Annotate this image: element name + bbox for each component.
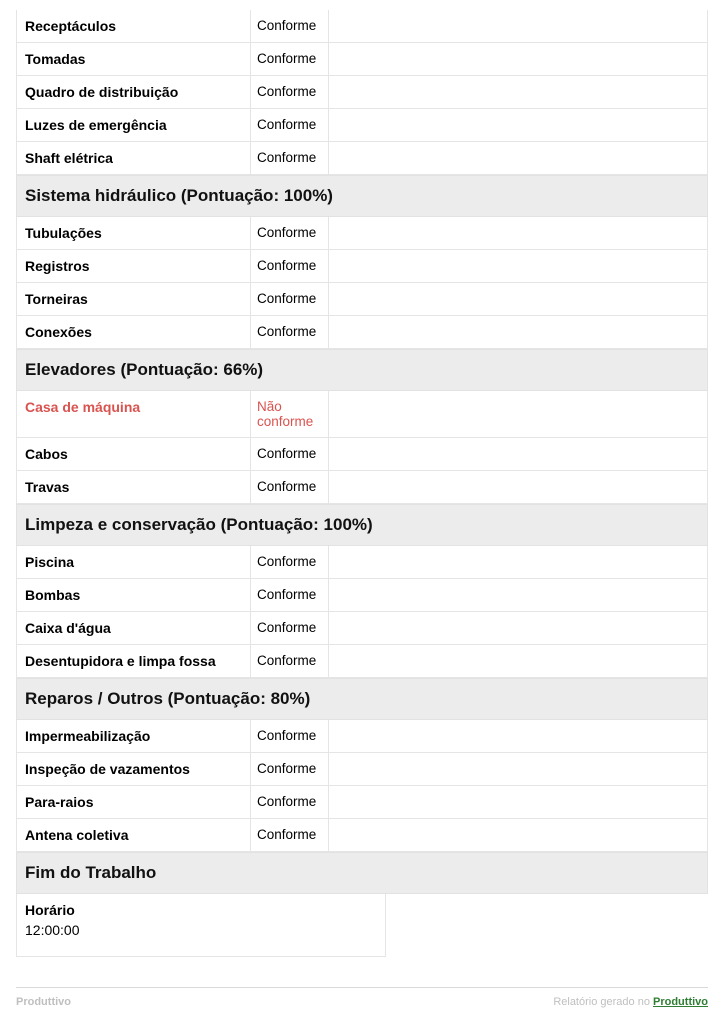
row-label: Piscina	[16, 546, 251, 578]
row-rest	[329, 391, 708, 437]
report-body: ReceptáculosConformeTomadasConformeQuadr…	[16, 10, 708, 957]
row-rest	[329, 109, 708, 141]
table-row: PiscinaConforme	[16, 546, 708, 579]
table-row: Para-raiosConforme	[16, 786, 708, 819]
section: Elevadores (Pontuação: 66%)Casa de máqui…	[16, 349, 708, 504]
row-rest	[329, 142, 708, 174]
table-row: CabosConforme	[16, 438, 708, 471]
section-header: Elevadores (Pontuação: 66%)	[16, 349, 708, 391]
table-row: Inspeção de vazamentosConforme	[16, 753, 708, 786]
footer-link[interactable]: Produttivo	[653, 996, 708, 1008]
section-header: Sistema hidráulico (Pontuação: 100%)	[16, 175, 708, 217]
row-label: Desentupidora e limpa fossa	[16, 645, 251, 677]
row-rest	[329, 786, 708, 818]
row-rest	[329, 612, 708, 644]
table-row: TravasConforme	[16, 471, 708, 504]
table-row: TomadasConforme	[16, 43, 708, 76]
table-row: TubulaçõesConforme	[16, 217, 708, 250]
table-row: Caixa d'águaConforme	[16, 612, 708, 645]
row-status: Conforme	[251, 316, 329, 348]
row-status: Conforme	[251, 438, 329, 470]
table-row: Desentupidora e limpa fossaConforme	[16, 645, 708, 678]
row-label: Torneiras	[16, 283, 251, 315]
row-rest	[329, 720, 708, 752]
table-row: Luzes de emergênciaConforme	[16, 109, 708, 142]
section-header: Reparos / Outros (Pontuação: 80%)	[16, 678, 708, 720]
end-value: 12:00:00	[25, 922, 377, 938]
row-status: Conforme	[251, 109, 329, 141]
row-label: Cabos	[16, 438, 251, 470]
footer-text: Relatório gerado no	[553, 996, 653, 1008]
table-row: Antena coletivaConforme	[16, 819, 708, 852]
section: Reparos / Outros (Pontuação: 80%)Imperme…	[16, 678, 708, 852]
row-rest	[329, 438, 708, 470]
row-status: Conforme	[251, 283, 329, 315]
row-label: Antena coletiva	[16, 819, 251, 851]
table-row: ReceptáculosConforme	[16, 10, 708, 43]
row-label: Registros	[16, 250, 251, 282]
row-rest	[329, 76, 708, 108]
row-status: Conforme	[251, 250, 329, 282]
row-rest	[329, 43, 708, 75]
row-status: Conforme	[251, 142, 329, 174]
footer: Produttivo Relatório gerado no Produttiv…	[16, 987, 708, 1008]
row-status: Conforme	[251, 645, 329, 677]
section: Limpeza e conservação (Pontuação: 100%)P…	[16, 504, 708, 678]
row-label: Impermeabilização	[16, 720, 251, 752]
row-status: Conforme	[251, 786, 329, 818]
row-label: Receptáculos	[16, 10, 251, 42]
end-label: Horário	[25, 902, 377, 918]
row-label: Conexões	[16, 316, 251, 348]
row-rest	[329, 316, 708, 348]
row-label: Bombas	[16, 579, 251, 611]
end-block: Horário 12:00:00	[16, 894, 386, 957]
table-row: Quadro de distribuiçãoConforme	[16, 76, 708, 109]
row-label: Shaft elétrica	[16, 142, 251, 174]
table-row: Casa de máquinaNão conforme	[16, 391, 708, 438]
row-status: Conforme	[251, 76, 329, 108]
row-status: Conforme	[251, 819, 329, 851]
row-status: Conforme	[251, 612, 329, 644]
section-top: ReceptáculosConformeTomadasConformeQuadr…	[16, 10, 708, 175]
footer-right: Relatório gerado no Produttivo	[553, 996, 708, 1008]
row-rest	[329, 645, 708, 677]
row-status: Conforme	[251, 546, 329, 578]
row-status: Conforme	[251, 10, 329, 42]
row-rest	[329, 250, 708, 282]
footer-brand: Produttivo	[16, 996, 71, 1008]
row-status: Conforme	[251, 471, 329, 503]
row-label: Quadro de distribuição	[16, 76, 251, 108]
table-row: Shaft elétricaConforme	[16, 142, 708, 175]
section-header: Limpeza e conservação (Pontuação: 100%)	[16, 504, 708, 546]
row-label: Inspeção de vazamentos	[16, 753, 251, 785]
row-status: Conforme	[251, 43, 329, 75]
table-row: BombasConforme	[16, 579, 708, 612]
row-status: Conforme	[251, 753, 329, 785]
table-row: RegistrosConforme	[16, 250, 708, 283]
table-row: ConexõesConforme	[16, 316, 708, 349]
section: Sistema hidráulico (Pontuação: 100%)Tubu…	[16, 175, 708, 349]
row-status: Conforme	[251, 217, 329, 249]
row-rest	[329, 579, 708, 611]
row-rest	[329, 753, 708, 785]
table-row: TorneirasConforme	[16, 283, 708, 316]
row-label: Para-raios	[16, 786, 251, 818]
row-label: Luzes de emergência	[16, 109, 251, 141]
row-status: Não conforme	[251, 391, 329, 437]
row-rest	[329, 10, 708, 42]
table-row: ImpermeabilizaçãoConforme	[16, 720, 708, 753]
row-label: Tomadas	[16, 43, 251, 75]
row-rest	[329, 546, 708, 578]
row-rest	[329, 819, 708, 851]
row-rest	[329, 283, 708, 315]
row-label: Casa de máquina	[16, 391, 251, 437]
row-status: Conforme	[251, 579, 329, 611]
row-label: Travas	[16, 471, 251, 503]
row-rest	[329, 471, 708, 503]
row-label: Caixa d'água	[16, 612, 251, 644]
row-label: Tubulações	[16, 217, 251, 249]
row-status: Conforme	[251, 720, 329, 752]
end-section-header: Fim do Trabalho	[16, 852, 708, 894]
row-rest	[329, 217, 708, 249]
